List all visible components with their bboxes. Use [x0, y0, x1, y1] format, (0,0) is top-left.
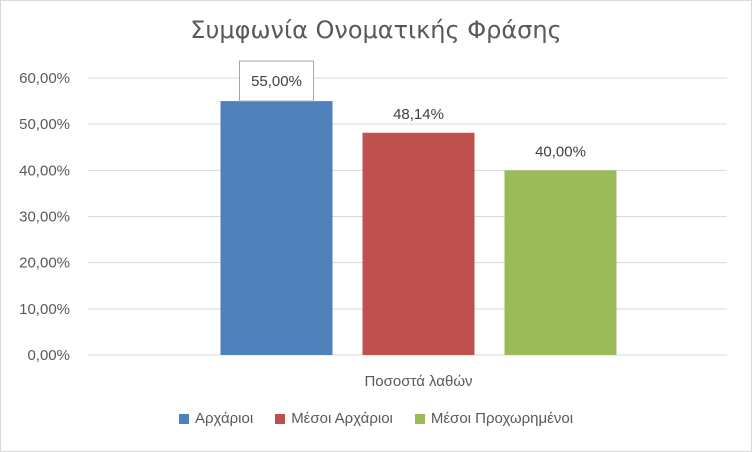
x-category-label: Ποσοστά λαθών	[364, 373, 472, 390]
y-tick-label: 60,00%	[19, 70, 70, 87]
data-label-box	[239, 60, 314, 102]
y-tick-label: 40,00%	[19, 162, 70, 179]
legend-swatch	[178, 413, 189, 424]
y-tick-label: 20,00%	[19, 255, 70, 272]
legend-label: Μέσοι Αρχάριοι	[291, 410, 393, 427]
y-tick-label: 0,00%	[27, 347, 70, 364]
y-tick-label: 50,00%	[19, 116, 70, 133]
y-tick-label: 10,00%	[19, 301, 70, 318]
legend-item: Μέσοι Αρχάριοι	[275, 410, 393, 427]
bar	[504, 170, 617, 355]
legend-item: Αρχάριοι	[178, 410, 254, 427]
bar	[220, 101, 333, 355]
legend-swatch	[275, 413, 286, 424]
data-label: 40,00%	[535, 143, 586, 160]
legend: Αρχάριοι Μέσοι Αρχάριοι Μέσοι Προχωρημένοι	[0, 410, 752, 427]
data-label: 48,14%	[393, 106, 444, 123]
legend-swatch	[414, 413, 425, 424]
legend-item: Μέσοι Προχωρημένοι	[414, 410, 574, 427]
legend-label: Μέσοι Προχωρημένοι	[430, 410, 574, 427]
chart-title: Συμφωνία Ονοματικής Φράσης	[190, 16, 562, 44]
legend-label: Αρχάριοι	[194, 410, 254, 427]
y-tick-label: 30,00%	[19, 209, 70, 226]
data-label: 55,00%	[251, 73, 302, 90]
bar	[362, 132, 475, 355]
